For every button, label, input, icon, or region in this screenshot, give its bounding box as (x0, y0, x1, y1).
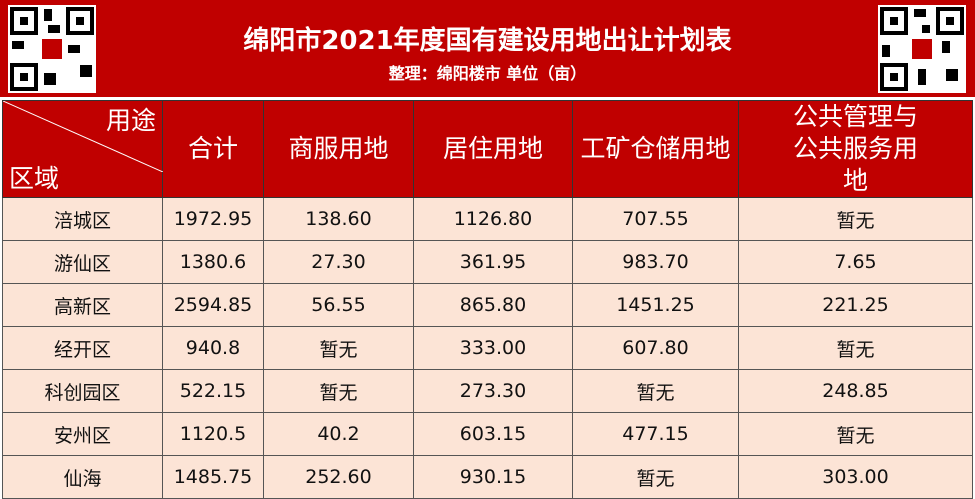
row-label: 游仙区 (2, 240, 163, 284)
cell: 138.60 (263, 197, 414, 241)
cell: 2594.85 (162, 283, 264, 327)
cell: 1126.80 (413, 197, 573, 241)
cell: 暂无 (738, 412, 973, 456)
row-label: 高新区 (2, 283, 163, 327)
cell: 303.00 (738, 455, 973, 499)
column-header-text: 工矿仓储用地 (580, 134, 731, 163)
cell: 607.80 (572, 326, 739, 370)
table-row: 涪城区 1972.95 138.60 1126.80 707.55 暂无 (2, 197, 973, 241)
column-header: 商服用地 (263, 100, 414, 198)
table-row: 仙海 1485.75 252.60 930.15 暂无 303.00 (2, 455, 973, 499)
cell: 1972.95 (162, 197, 264, 241)
cell: 暂无 (263, 326, 414, 370)
cell: 暂无 (738, 197, 973, 241)
column-header-text: 商服用地 (288, 134, 389, 163)
cell: 865.80 (413, 283, 573, 327)
cell: 983.70 (572, 240, 739, 284)
cell: 361.95 (413, 240, 573, 284)
column-header: 合计 (162, 100, 264, 198)
cell: 248.85 (738, 369, 973, 413)
column-header: 公共管理与公共服务用地 (738, 100, 973, 198)
subtitle: 整理：绵阳楼市 单位（亩） (388, 64, 587, 83)
cell: 522.15 (162, 369, 264, 413)
cell: 56.55 (263, 283, 414, 327)
table-row: 科创园区 522.15 暂无 273.30 暂无 248.85 (2, 369, 973, 413)
cell: 暂无 (572, 369, 739, 413)
cell: 273.30 (413, 369, 573, 413)
column-header: 工矿仓储用地 (572, 100, 739, 198)
column-header-text: 公共管理与公共服务用地 (792, 102, 918, 195)
corner-bottom: 区域 (9, 164, 60, 193)
qr-code (8, 5, 96, 93)
cell: 603.15 (413, 412, 573, 456)
table-row: 高新区 2594.85 56.55 865.80 1451.25 221.25 (2, 283, 973, 327)
title: 绵阳市2021年度国有建设用地出让计划表 (243, 26, 732, 56)
cell: 930.15 (413, 455, 573, 499)
header-row: 用途 区域 合计 商服用地 居住用地 工矿仓储用地 公共管理与公共服务用地 (2, 100, 973, 198)
column-header-text: 合计 (187, 134, 238, 163)
cell: 477.15 (572, 412, 739, 456)
cell: 1451.25 (572, 283, 739, 327)
cell: 40.2 (263, 412, 414, 456)
cell: 1380.6 (162, 240, 264, 284)
row-label: 涪城区 (2, 197, 163, 241)
table-row: 经开区 940.8 暂无 333.00 607.80 暂无 (2, 326, 973, 370)
cell: 27.30 (263, 240, 414, 284)
cell: 940.8 (162, 326, 264, 370)
corner-top: 用途 (105, 106, 156, 135)
corner-cell: 用途 区域 (2, 100, 163, 198)
cell: 7.65 (738, 240, 973, 284)
cell: 221.25 (738, 283, 973, 327)
cell: 707.55 (572, 197, 739, 241)
banner: 绵阳市2021年度国有建设用地出让计划表 整理：绵阳楼市 单位（亩） (0, 0, 975, 97)
table-row: 游仙区 1380.6 27.30 361.95 983.70 7.65 (2, 240, 973, 284)
row-label: 安州区 (2, 412, 163, 456)
cell: 252.60 (263, 455, 414, 499)
row-label: 仙海 (2, 455, 163, 499)
row-label: 经开区 (2, 326, 163, 370)
table: 用途 区域 合计 商服用地 居住用地 工矿仓储用地 公共管理与公共服务用地 涪城区 197… (2, 100, 973, 499)
cell: 暂无 (572, 455, 739, 499)
qr-code (878, 5, 966, 93)
cell: 333.00 (413, 326, 573, 370)
column-header: 居住用地 (413, 100, 573, 198)
row-label: 科创园区 (2, 369, 163, 413)
column-header-text: 居住用地 (442, 134, 543, 163)
cell: 1485.75 (162, 455, 264, 499)
cell: 暂无 (263, 369, 414, 413)
cell: 暂无 (738, 326, 973, 370)
cell: 1120.5 (162, 412, 264, 456)
diagonal (3, 101, 163, 172)
table-row: 安州区 1120.5 40.2 603.15 477.15 暂无 (2, 412, 973, 456)
